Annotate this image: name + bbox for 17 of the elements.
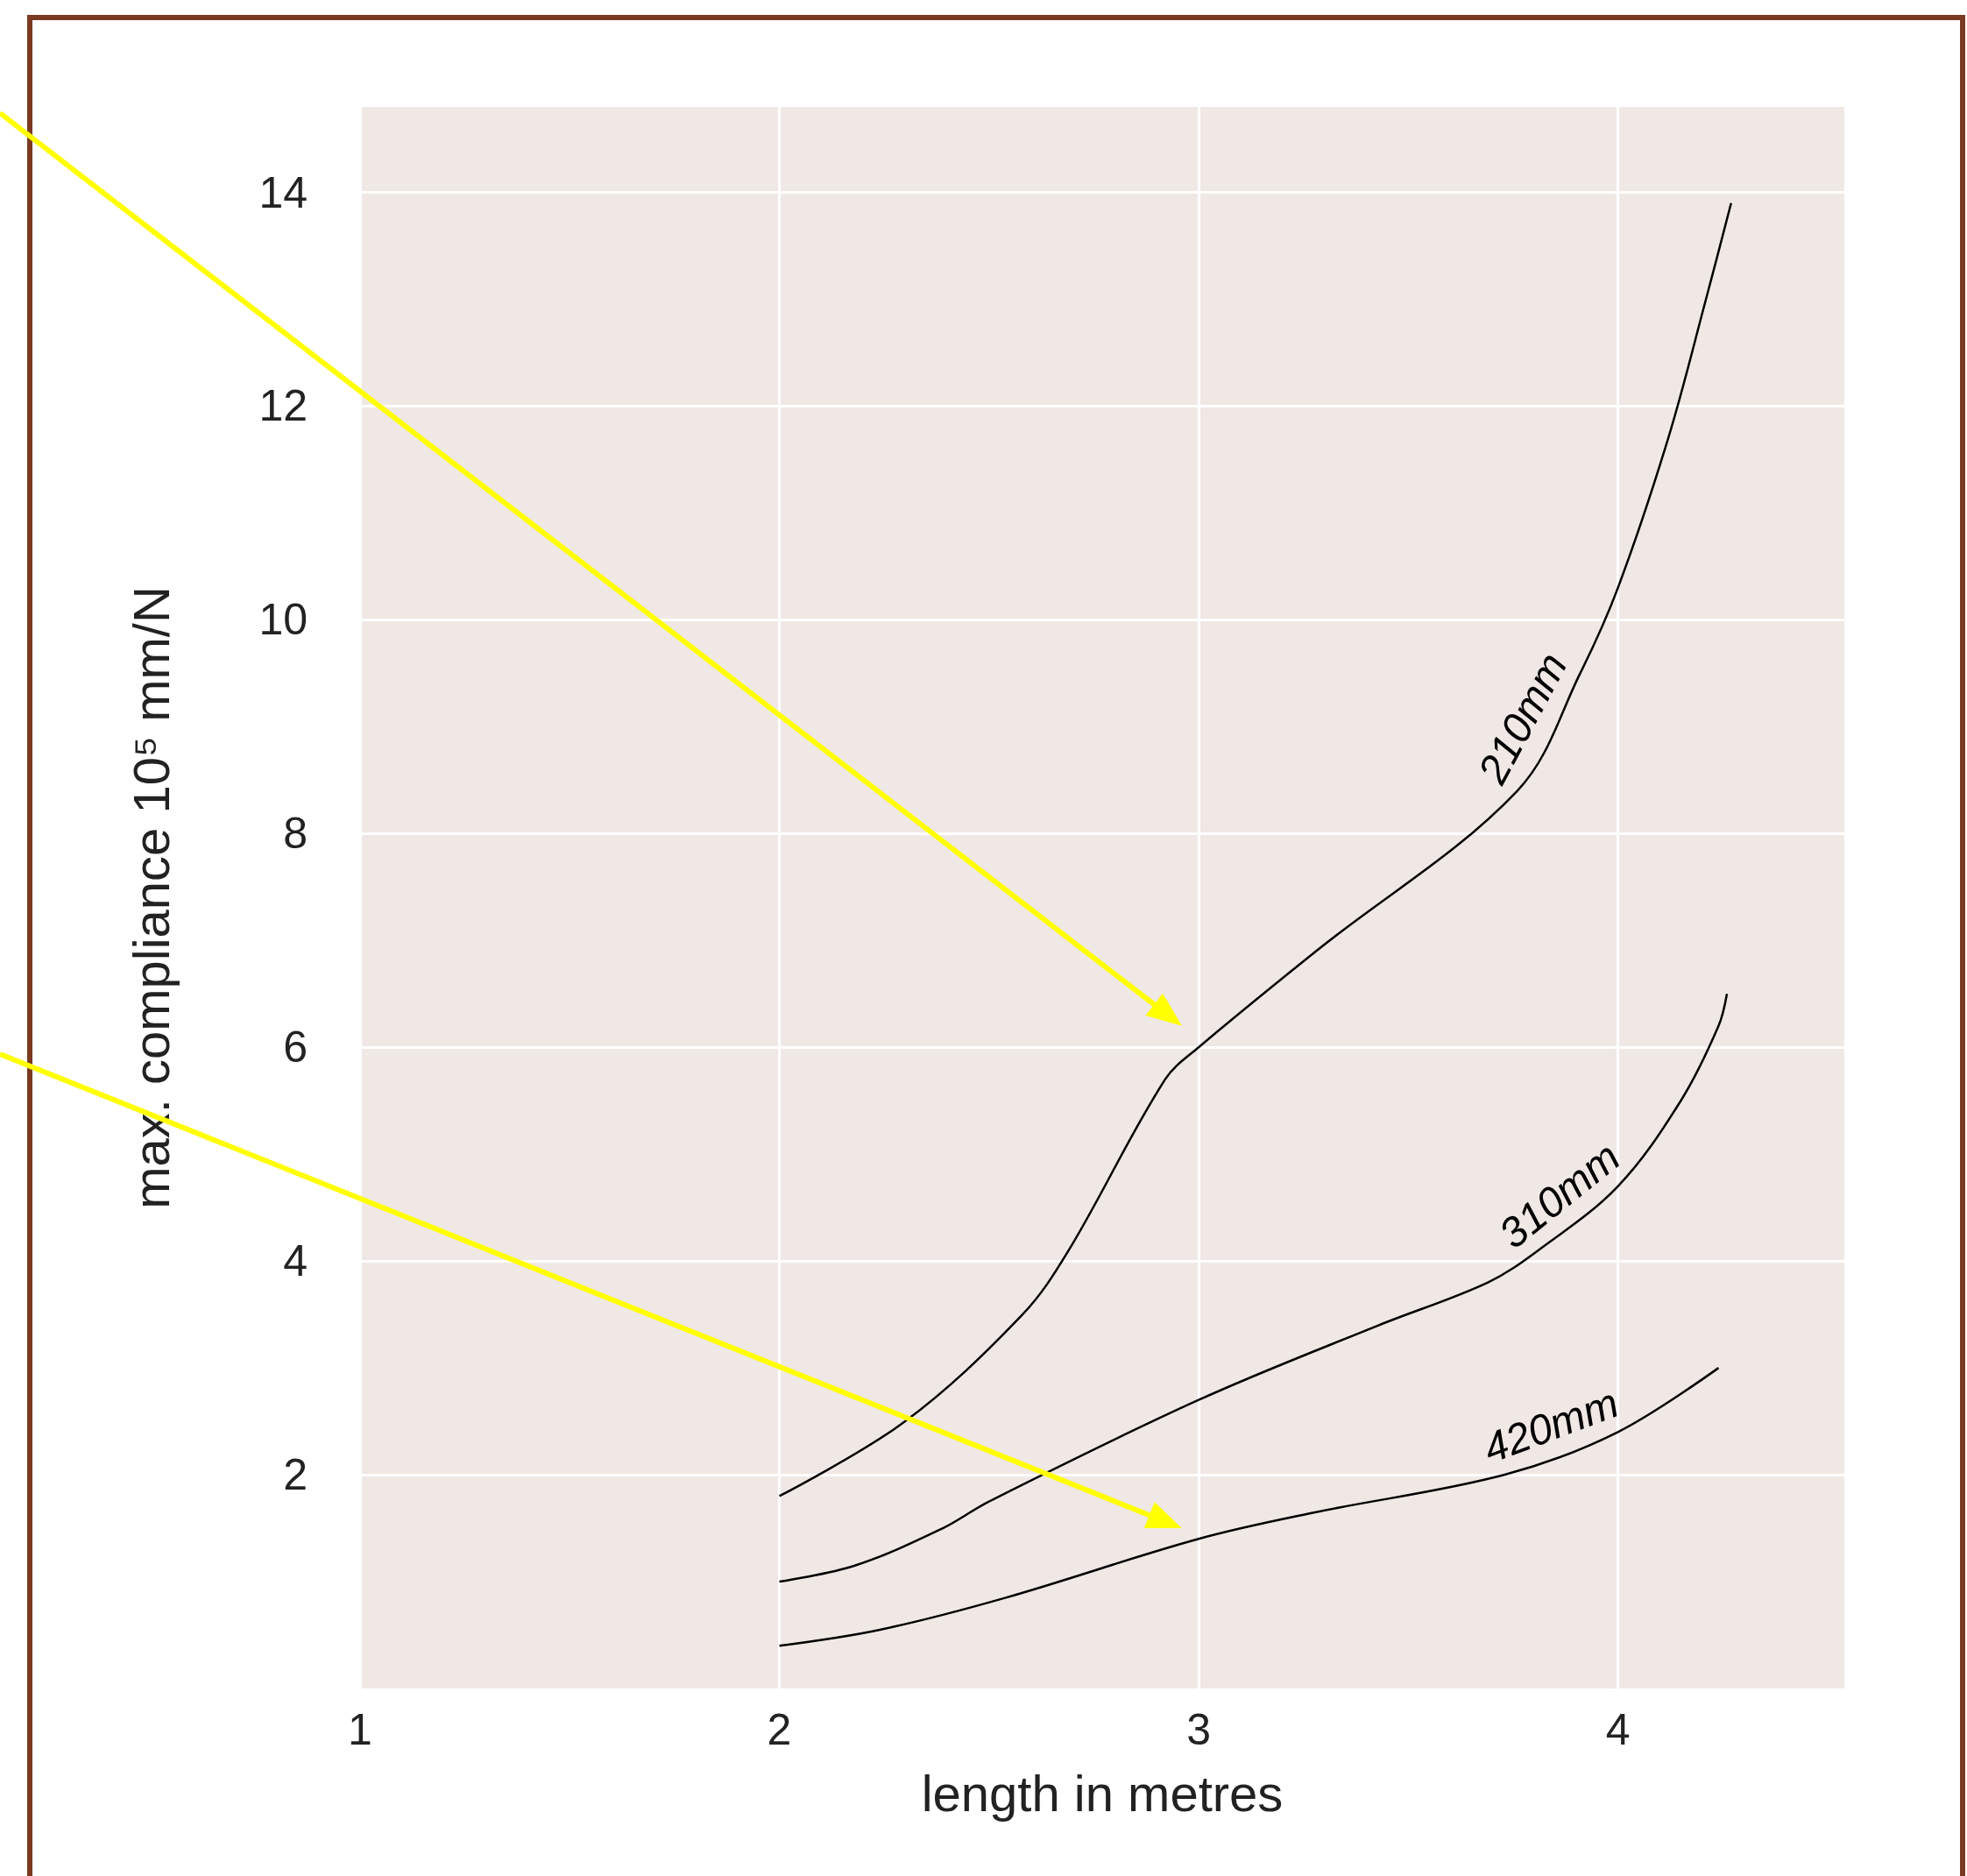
x-tick-label: 4 <box>1605 1705 1631 1754</box>
line-series <box>778 1366 1720 1647</box>
x-tick-label: 1 <box>348 1705 372 1754</box>
x-axis-title: length in metres <box>921 1764 1284 1822</box>
line-series <box>778 993 1729 1583</box>
y-tick-label: 14 <box>258 167 308 217</box>
y-tick-label: 8 <box>283 809 308 859</box>
y-axis-title: max. compliance 10⁵ mm/N <box>122 586 180 1209</box>
line-series <box>778 202 1733 1497</box>
x-tick-label: 3 <box>1186 1705 1211 1754</box>
y-tick-label: 12 <box>258 381 308 431</box>
y-tick-label: 4 <box>283 1236 308 1286</box>
text: 420mm <box>1476 1378 1625 1472</box>
y-tick-label: 2 <box>283 1450 308 1500</box>
y-tick-label: 10 <box>258 595 308 645</box>
x-tick-label: 2 <box>767 1705 792 1754</box>
y-tick-label: 6 <box>283 1023 308 1073</box>
